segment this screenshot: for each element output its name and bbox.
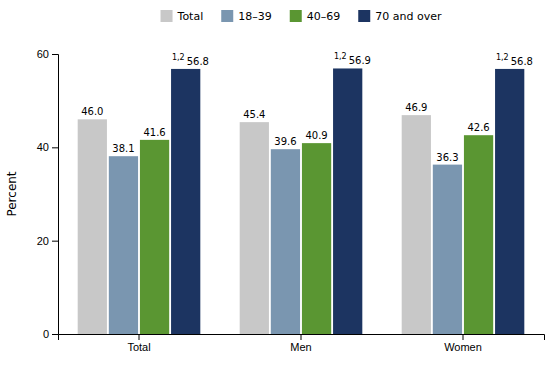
legend-item: 40–69 — [290, 10, 341, 23]
legend-label: 70 and over — [375, 10, 442, 23]
y-tick-mark — [52, 54, 58, 55]
y-tick: 20 — [37, 235, 58, 247]
y-axis-line — [52, 55, 59, 335]
legend: Total 18–39 40–69 70 and over — [161, 10, 442, 23]
bar — [109, 156, 138, 334]
y-tick-mark — [52, 241, 58, 242]
data-label: 45.4 — [243, 109, 265, 120]
bar — [495, 69, 524, 334]
x-tick: Women — [444, 334, 482, 353]
y-axis-title: Percent — [5, 171, 19, 216]
legend-label: 40–69 — [307, 10, 341, 23]
data-label: 56.8 — [187, 56, 209, 67]
legend-swatch — [221, 10, 233, 22]
x-tick-label: Women — [444, 341, 482, 353]
data-label: 42.6 — [467, 122, 489, 133]
x-tick-mark — [463, 334, 464, 340]
data-labels: 46.045.446.938.139.636.341.640.942.61,25… — [81, 52, 533, 162]
data-label: 38.1 — [112, 143, 134, 154]
data-label: 56.9 — [349, 55, 371, 66]
plot: 0 20 40 60 Total Men Women 46.0 45.4 46.9 38.1 39.6… — [37, 48, 545, 353]
y-tick: 0 — [43, 328, 58, 340]
data-label: 39.6 — [274, 136, 296, 147]
bar — [402, 115, 431, 334]
legend-swatch — [358, 10, 370, 22]
bar — [271, 149, 300, 334]
x-tick-mark — [139, 334, 140, 340]
legend-item: 70 and over — [358, 10, 442, 23]
x-tick-mark — [301, 334, 302, 340]
legend-label: Total — [177, 10, 204, 23]
legend-swatch — [161, 10, 173, 22]
bar — [140, 140, 169, 334]
bar — [302, 143, 331, 334]
bar — [433, 165, 462, 334]
x-tick-label: Total — [127, 341, 150, 353]
y-tick-label: 0 — [43, 328, 49, 340]
x-axis-line — [59, 335, 545, 341]
bar — [464, 135, 493, 334]
y-tick-label: 40 — [37, 141, 49, 153]
bar — [333, 68, 362, 334]
legend-item: Total — [161, 10, 204, 23]
x-tick: Total — [127, 334, 150, 353]
x-axis: Total Men Women — [59, 334, 545, 353]
x-tick: Men — [290, 334, 311, 353]
footnote-marker: 1,2 — [496, 53, 509, 62]
legend-swatch — [290, 10, 302, 22]
legend-item: 18–39 — [221, 10, 272, 23]
data-label: 36.3 — [436, 152, 458, 163]
bar — [240, 122, 269, 334]
y-tick-label: 20 — [37, 235, 49, 247]
data-label: 46.0 — [81, 106, 103, 117]
bar — [171, 69, 200, 334]
data-label: 46.9 — [405, 102, 427, 113]
bars — [78, 68, 525, 334]
data-label: 56.8 — [511, 56, 533, 67]
bar — [78, 119, 107, 334]
data-label: 40.9 — [305, 130, 327, 141]
y-tick-mark — [52, 147, 58, 148]
footnote-marker: 1,2 — [172, 53, 185, 62]
x-tick-label: Men — [290, 341, 311, 353]
footnote-marker: 1,2 — [334, 52, 347, 61]
chart: 0 20 40 60 Total Men Women 46.0 45.4 46.9 38.1 39.6… — [0, 0, 560, 370]
y-axis: 0 20 40 60 — [37, 48, 59, 340]
y-tick-mark — [52, 334, 58, 335]
y-tick: 60 — [37, 48, 58, 60]
data-label: 41.6 — [143, 127, 165, 138]
y-tick-label: 60 — [37, 48, 49, 60]
legend-label: 18–39 — [238, 10, 272, 23]
y-tick: 40 — [37, 141, 58, 153]
